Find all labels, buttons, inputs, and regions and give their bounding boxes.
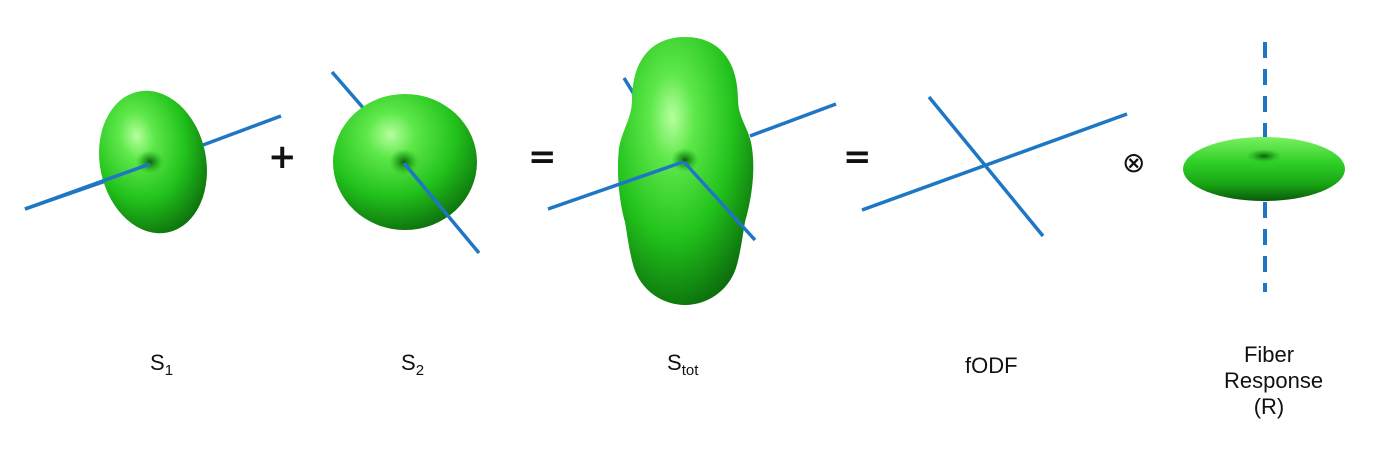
- equals-operator-2: =: [843, 137, 872, 177]
- response-dimple: [1246, 149, 1282, 163]
- stot-fiber-a-front: [547, 160, 684, 211]
- fiber-response-label: Fiber Response (R): [1224, 342, 1324, 420]
- stot-fiber-b-front: [682, 160, 757, 242]
- s2-label: S2: [401, 350, 424, 384]
- fiber-response-line-3: (R): [1253, 394, 1285, 419]
- s1-fiber-exit: [202, 114, 282, 147]
- fodf-fiber-1: [861, 112, 1128, 212]
- s2-label-sub: 2: [415, 362, 425, 379]
- stot-label-sub: tot: [681, 362, 699, 379]
- plus-operator: +: [268, 137, 297, 177]
- fodf-glyph: [861, 95, 1128, 238]
- equals-operator-1: =: [528, 137, 557, 177]
- fiber-response-line-1: Fiber: [1243, 342, 1295, 367]
- s2-label-base: S: [401, 350, 416, 375]
- s1-glyph: [24, 90, 282, 234]
- s2-dimple: [389, 149, 419, 175]
- s1-dimple: [136, 150, 164, 174]
- s1-label-base: S: [150, 350, 165, 375]
- stot-label-base: S: [667, 350, 682, 375]
- fodf-label: fODF: [965, 353, 1018, 378]
- stot-glyph: [547, 37, 837, 305]
- s1-label: S1: [150, 350, 173, 384]
- fiber-response-line-2: Response: [1224, 368, 1324, 393]
- response-lobe: [1183, 137, 1345, 201]
- fiber-response-glyph: [1183, 42, 1345, 292]
- stot-label: Stot: [667, 350, 698, 384]
- stot-fiber-a-exit: [749, 102, 837, 138]
- fodf-fiber-2: [927, 95, 1045, 238]
- s1-label-sub: 1: [164, 362, 174, 379]
- convolve-operator: ⊗: [1122, 146, 1146, 179]
- stot-dimple: [671, 148, 699, 172]
- s2-fiber-front: [402, 161, 481, 255]
- s2-fiber-top: [330, 70, 367, 112]
- s1-fiber-front: [24, 162, 151, 211]
- s2-glyph: [330, 70, 481, 255]
